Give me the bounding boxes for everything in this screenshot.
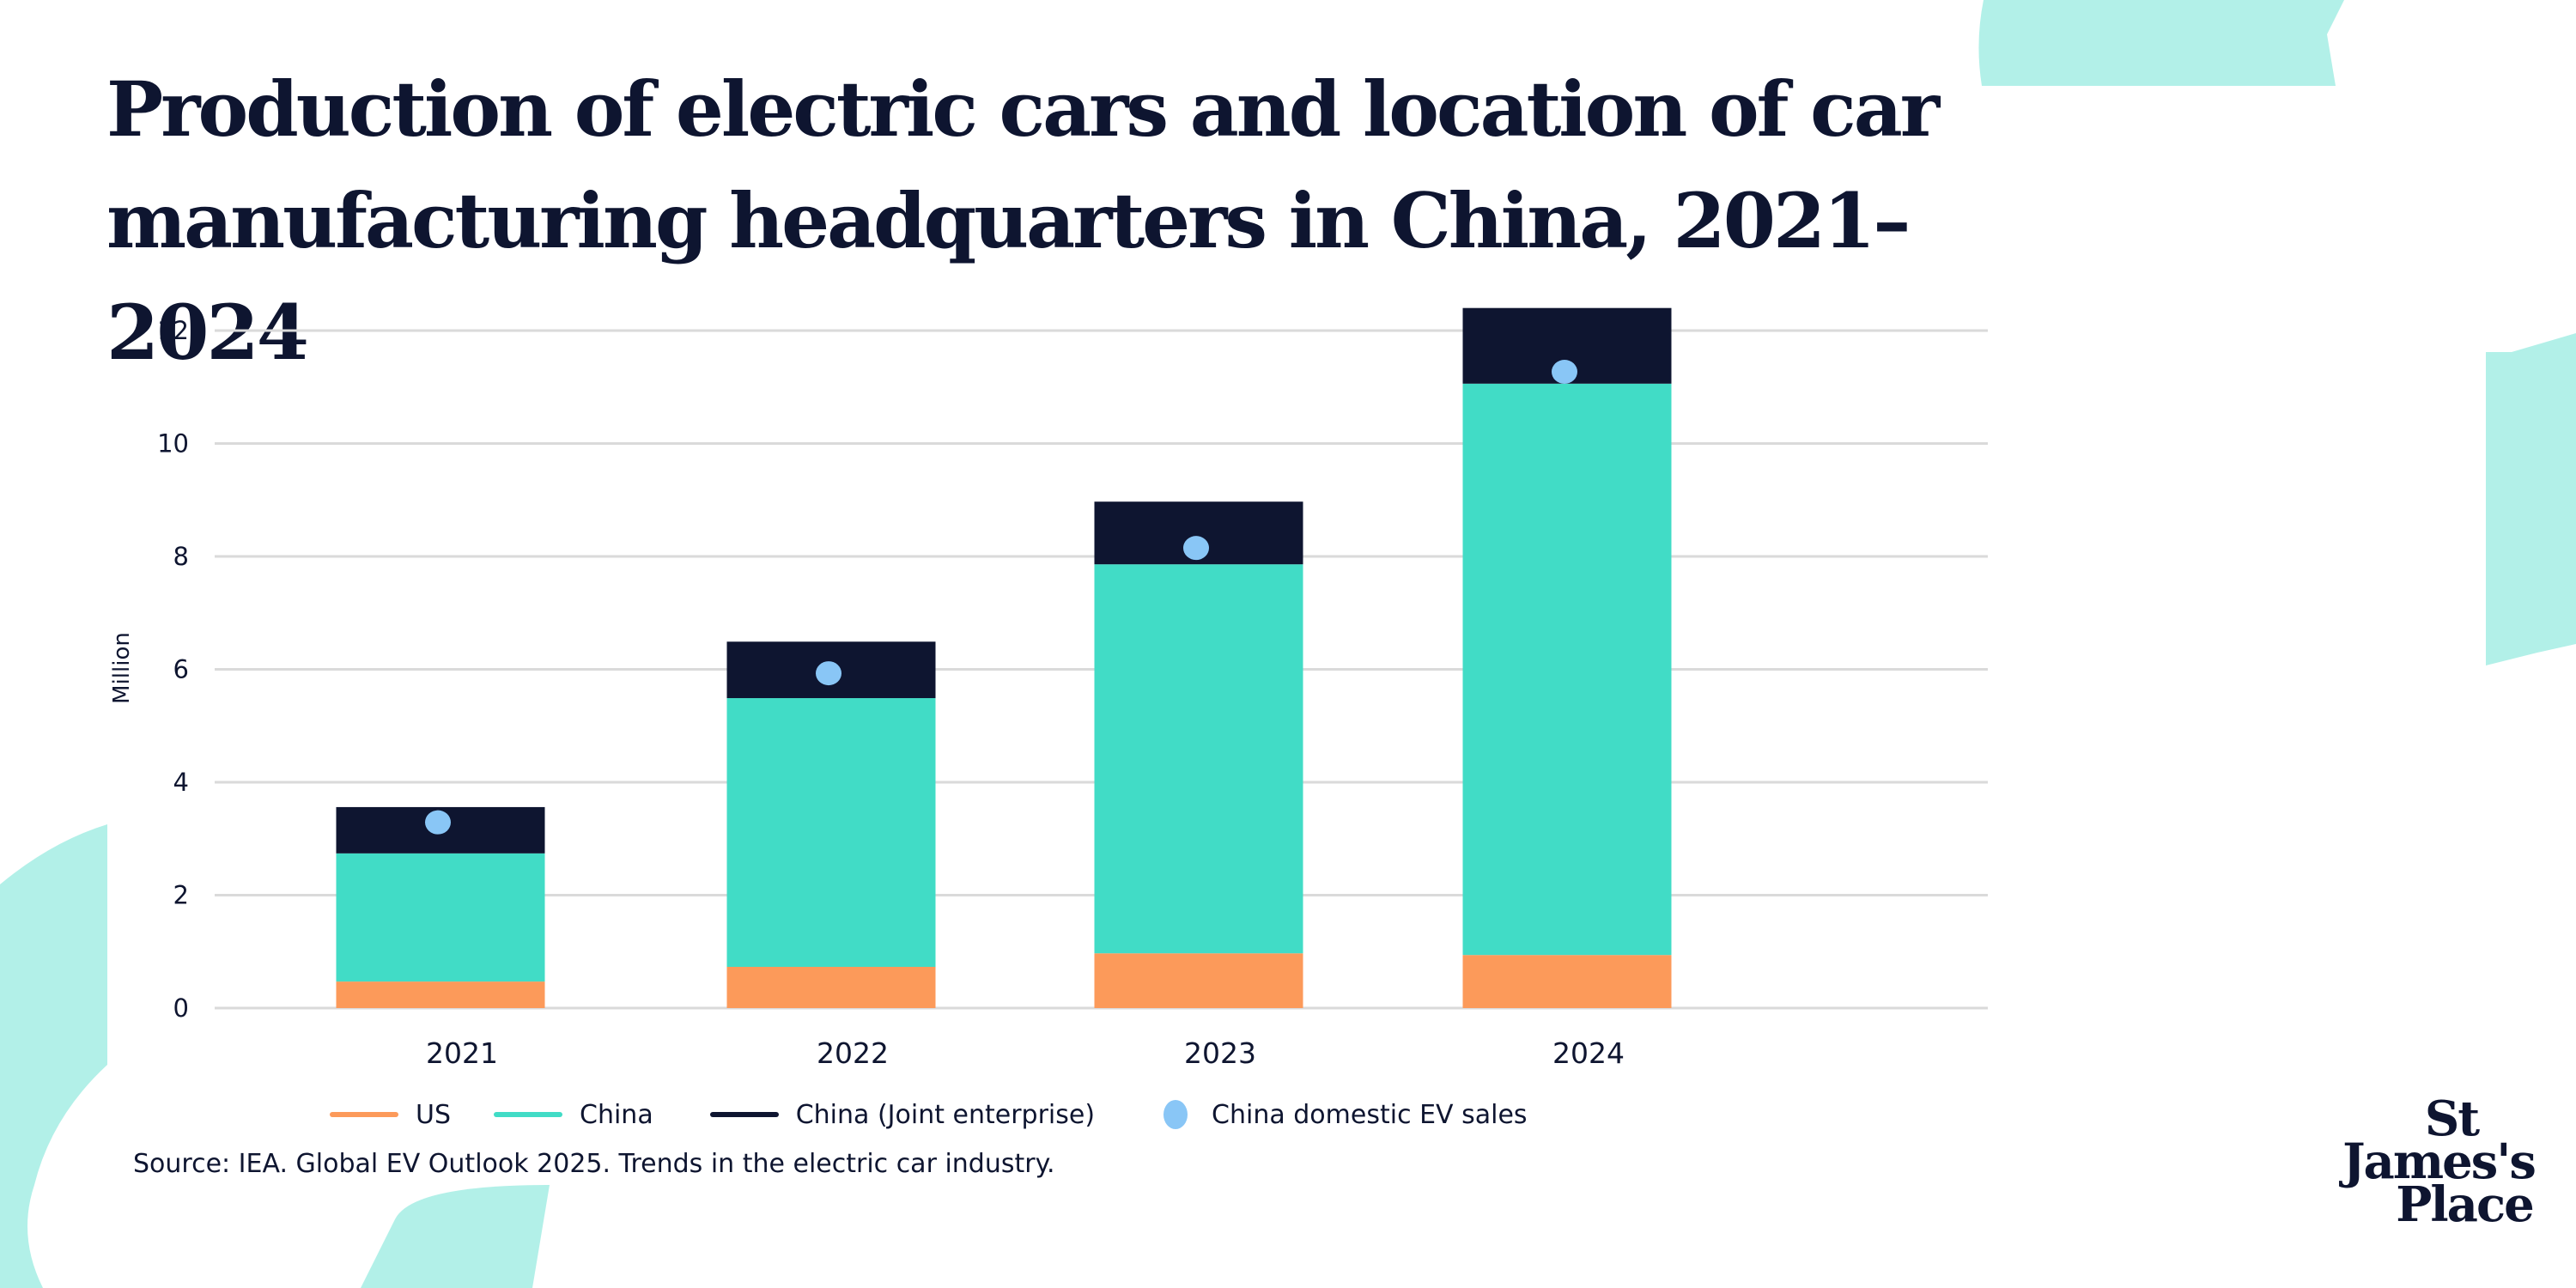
bar-us-2021 (336, 981, 545, 1008)
logo-line-3: Place (2396, 1176, 2534, 1233)
y-tick-label-0: 0 (173, 993, 189, 1023)
legend-item-china-joint: China (Joint enterprise) (709, 1099, 1096, 1130)
legend-swatch-china (494, 1112, 563, 1117)
legend-label-china-joint: China (Joint enterprise) (795, 1099, 1096, 1130)
legend-label-us: US (416, 1099, 452, 1130)
point-domestic-sales-2021 (425, 810, 451, 835)
y-tick-label-6: 6 (173, 655, 189, 684)
decorative-brush-top-right (1978, 0, 2344, 86)
point-domestic-sales-2024 (1552, 359, 1577, 384)
y-tick-label-2: 2 (173, 881, 189, 910)
legend-label-china: China (580, 1099, 653, 1130)
x-axis-ticks: 2021 2022 2023 2024 (426, 1036, 1625, 1070)
decorative-brush-right (2486, 333, 2576, 665)
legend-swatch-domestic-sales (1163, 1100, 1188, 1129)
bar-china-2022 (726, 698, 936, 968)
legend-swatch-china-joint (709, 1112, 779, 1117)
bar-us-2023 (1094, 953, 1303, 1008)
bar-us-2024 (1462, 955, 1672, 1008)
legend-item-us: US (330, 1100, 451, 1130)
y-tick-label-12: 12 (157, 316, 189, 345)
bar-china-2023 (1094, 564, 1303, 954)
bars (336, 307, 1672, 1008)
point-domestic-sales-2023 (1183, 536, 1209, 561)
points (425, 359, 1577, 835)
brand-logo: St James's Place (2327, 1091, 2550, 1233)
bar-us-2022 (726, 967, 936, 1008)
x-tick-label-2024: 2024 (1552, 1036, 1625, 1070)
point-domestic-sales-2022 (816, 661, 841, 686)
x-tick-label-2023: 2023 (1184, 1036, 1256, 1070)
bar-china-2024 (1462, 383, 1672, 956)
chart-title: Production of electric cars and location… (106, 64, 1940, 377)
legend-item-domestic-sales: China domestic EV sales (1155, 1100, 1528, 1130)
logo-line-1: St (2424, 1091, 2480, 1147)
y-tick-label-8: 8 (173, 542, 189, 571)
y-axis-ticks: 0 2 4 6 8 10 12 (157, 316, 189, 1023)
x-tick-label-2022: 2022 (817, 1036, 889, 1070)
y-tick-label-4: 4 (173, 768, 189, 797)
decorative-brush-bottom-left (0, 824, 550, 1288)
x-tick-label-2021: 2021 (426, 1036, 498, 1070)
legend: US China China (Joint enterprise) China … (330, 1097, 1571, 1132)
legend-item-china: China (494, 1100, 653, 1130)
legend-swatch-us (330, 1112, 398, 1117)
y-tick-label-10: 10 (157, 429, 189, 459)
logo-line-2: James's (2342, 1133, 2537, 1190)
bar-china-2021 (336, 853, 545, 982)
y-axis-title: Million (109, 632, 135, 704)
source-note: Source: IEA. Global EV Outlook 2025. Tre… (133, 1149, 1055, 1179)
legend-label-domestic-sales: China domestic EV sales (1212, 1099, 1528, 1130)
chart-area: 0 2 4 6 8 10 12 Million 2021 2022 2023 2024 (109, 307, 1988, 1070)
